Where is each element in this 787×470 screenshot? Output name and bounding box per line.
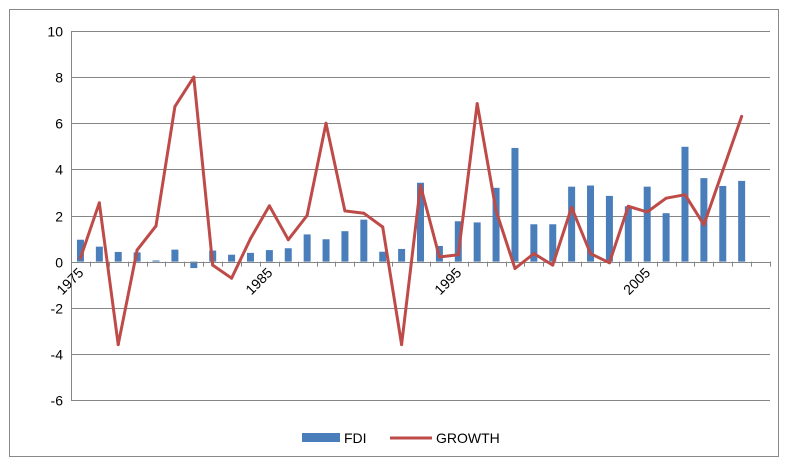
growth-point-2005: [645, 210, 649, 214]
fdi-bar-1988: [322, 239, 330, 262]
growth-point-2001: [570, 205, 574, 209]
fdi-bar-2010: [738, 180, 746, 262]
fdi-bar-1981: [190, 261, 198, 269]
growth-point-2004: [626, 204, 630, 208]
fdi-bar-1996: [473, 222, 481, 262]
growth-point-1991: [381, 225, 385, 229]
axes: [71, 31, 771, 400]
fdi-bar-1997: [492, 187, 500, 262]
fdi-bar-2007: [681, 146, 689, 262]
y-tick-label: -4: [51, 347, 64, 363]
growth-point-2000: [551, 263, 555, 267]
growth-line: [78, 75, 744, 347]
growth-point-1982: [211, 263, 215, 267]
fdi-bar-1975: [76, 239, 84, 262]
growth-point-1975: [78, 256, 82, 260]
fdi-bar-1977: [114, 251, 122, 262]
growth-point-1995: [456, 253, 460, 257]
fdi-bar-1976: [95, 246, 103, 262]
growth-point-2008: [702, 223, 706, 227]
fdi-bar-1999: [530, 224, 538, 262]
fdi-bar-1987: [303, 234, 311, 262]
fdi-bar-2003: [605, 195, 613, 262]
legend-growth-label: GROWTH: [436, 430, 500, 446]
growth-point-1980: [173, 105, 177, 109]
fdi-bar-1992: [398, 248, 406, 262]
fdi-bar-2004: [624, 206, 632, 262]
growth-point-1978: [135, 248, 139, 252]
growth-point-1994: [437, 255, 441, 259]
growth-point-1997: [494, 209, 498, 213]
growth-series-line: [78, 75, 744, 347]
growth-point-2007: [683, 193, 687, 197]
fdi-bar-2001: [568, 186, 576, 262]
fdi-bar-2000: [549, 224, 557, 262]
growth-point-1992: [400, 343, 404, 347]
growth-point-1979: [154, 224, 158, 228]
growth-point-2002: [589, 252, 593, 256]
legend-fdi-label: FDI: [344, 430, 367, 446]
y-tick-label: 10: [47, 24, 63, 40]
legend: FDI GROWTH: [302, 430, 500, 446]
fdi-bar-1983: [228, 254, 236, 262]
fdi-bar-1993: [417, 182, 424, 262]
growth-point-1998: [513, 267, 517, 271]
fdi-bar-1984: [246, 252, 254, 262]
growth-point-1999: [532, 252, 536, 256]
growth-point-1993: [419, 184, 422, 188]
growth-point-1996: [475, 102, 479, 106]
fdi-bar-2006: [662, 213, 670, 262]
fdi-bar-1986: [284, 248, 292, 262]
growth-point-2009: [721, 169, 725, 173]
growth-point-1985: [267, 204, 271, 208]
y-tick-label: -6: [51, 393, 64, 409]
y-tick-label: 8: [55, 70, 63, 86]
fdi-bar-1989: [341, 231, 349, 262]
fdi-bar-1979: [152, 260, 160, 262]
growth-point-2006: [664, 196, 668, 200]
y-tick-label: 0: [55, 255, 63, 271]
fdi-bar-1990: [360, 219, 368, 262]
growth-point-1989: [343, 209, 347, 213]
fdi-bar-1995: [454, 221, 462, 262]
fdi-bar-1985: [265, 250, 273, 262]
fdi-bar-2002: [587, 185, 595, 262]
fdi-bar-1998: [511, 147, 519, 262]
legend-fdi-swatch: [302, 433, 340, 442]
y-tick-label: 4: [55, 162, 63, 178]
growth-point-1983: [230, 276, 234, 280]
growth-point-1990: [362, 211, 366, 215]
fdi-bars: [76, 146, 746, 269]
growth-point-1976: [97, 201, 101, 205]
growth-point-1986: [286, 238, 290, 242]
y-tick-label: 6: [55, 116, 63, 132]
fdi-bar-1980: [171, 249, 179, 262]
growth-point-2003: [607, 261, 611, 265]
growth-point-1981: [192, 75, 196, 79]
growth-point-1987: [305, 214, 309, 217]
fdi-bar-1991: [379, 251, 387, 262]
growth-point-2010: [740, 114, 744, 118]
fdi-bar-2005: [643, 186, 651, 262]
growth-point-1988: [324, 121, 328, 125]
fdi-bar-2009: [719, 185, 727, 262]
y-tick-label: 2: [55, 209, 63, 225]
y-tick-label: -2: [51, 301, 64, 317]
fdi-bar-2008: [700, 178, 708, 262]
growth-point-1984: [248, 237, 252, 241]
growth-point-1977: [116, 343, 120, 347]
